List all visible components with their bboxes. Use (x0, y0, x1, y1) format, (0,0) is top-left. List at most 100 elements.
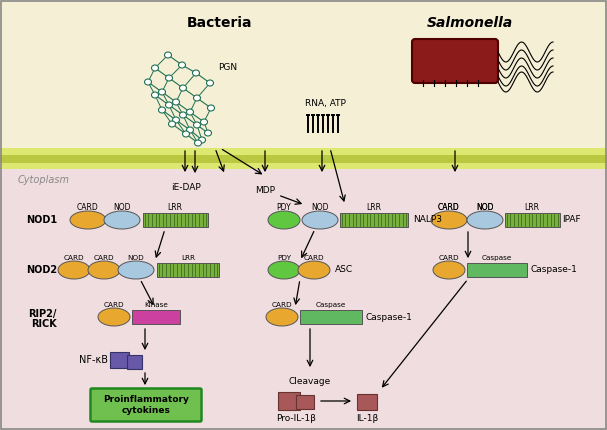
Bar (467, 263, 527, 277)
Bar (300, 310, 362, 324)
Text: CARD: CARD (438, 203, 460, 212)
Ellipse shape (166, 102, 172, 108)
Ellipse shape (104, 211, 140, 229)
Ellipse shape (200, 119, 208, 125)
Ellipse shape (186, 127, 194, 133)
Ellipse shape (180, 85, 186, 91)
Bar (505, 213, 560, 227)
Text: iE-DAP: iE-DAP (171, 183, 201, 192)
Text: LRR: LRR (168, 203, 183, 212)
Ellipse shape (180, 112, 186, 118)
Text: NOD2: NOD2 (26, 265, 57, 275)
Bar (340, 213, 408, 227)
Text: MDP: MDP (255, 186, 275, 195)
Ellipse shape (298, 261, 330, 279)
Ellipse shape (88, 261, 120, 279)
Bar (278, 392, 300, 410)
Text: IPAF: IPAF (562, 215, 581, 224)
Ellipse shape (268, 261, 300, 279)
Text: Kinase: Kinase (144, 302, 168, 308)
Text: LRR: LRR (367, 203, 382, 212)
Text: RIP2/: RIP2/ (29, 309, 57, 319)
FancyBboxPatch shape (90, 388, 202, 421)
Ellipse shape (166, 75, 172, 81)
Ellipse shape (172, 117, 180, 123)
Ellipse shape (98, 308, 130, 326)
Text: NOD: NOD (476, 203, 493, 212)
Text: Salmonella: Salmonella (427, 16, 513, 30)
Bar (157, 263, 219, 277)
Text: NF-κB: NF-κB (79, 355, 108, 365)
Ellipse shape (208, 105, 214, 111)
Text: Proinflammatory
cytokines: Proinflammatory cytokines (103, 395, 189, 415)
Text: NOD: NOD (311, 203, 329, 212)
Text: LRR: LRR (524, 203, 540, 212)
Text: CARD: CARD (438, 203, 460, 212)
Ellipse shape (198, 137, 206, 143)
Text: RICK: RICK (31, 319, 57, 329)
Ellipse shape (158, 107, 166, 113)
Ellipse shape (192, 70, 200, 76)
Text: CARD: CARD (439, 255, 459, 261)
Text: LRR: LRR (181, 255, 195, 261)
Text: CARD: CARD (93, 255, 114, 261)
Ellipse shape (302, 211, 338, 229)
Text: NALP3: NALP3 (413, 215, 442, 224)
Bar (110, 352, 129, 368)
Ellipse shape (118, 261, 154, 279)
Text: Caspase-1: Caspase-1 (366, 313, 413, 322)
Ellipse shape (164, 52, 172, 58)
Ellipse shape (186, 109, 194, 115)
Ellipse shape (172, 99, 180, 105)
Bar (127, 355, 142, 369)
Text: Cleavage: Cleavage (289, 377, 331, 386)
Bar (143, 213, 208, 227)
Ellipse shape (266, 308, 298, 326)
Text: Caspase: Caspase (316, 302, 346, 308)
Ellipse shape (70, 211, 106, 229)
Bar (0, 0, 607, 148)
Ellipse shape (194, 122, 200, 128)
Text: CARD: CARD (272, 302, 293, 308)
Text: NOD: NOD (114, 203, 131, 212)
Bar (0, 155, 607, 163)
Text: CARD: CARD (104, 302, 124, 308)
Text: CARD: CARD (304, 255, 324, 261)
Bar (0, 163, 607, 169)
Ellipse shape (152, 92, 158, 98)
Text: Caspase-1: Caspase-1 (531, 265, 578, 274)
Text: Cytoplasm: Cytoplasm (18, 175, 70, 185)
Text: CARD: CARD (64, 255, 84, 261)
Text: Bacteria: Bacteria (187, 16, 253, 30)
Text: PDY: PDY (277, 203, 291, 212)
Bar (0, 169, 607, 430)
Text: CARD: CARD (77, 203, 99, 212)
Ellipse shape (58, 261, 90, 279)
Text: RNA, ATP: RNA, ATP (305, 99, 345, 108)
Ellipse shape (268, 211, 300, 229)
Ellipse shape (206, 80, 214, 86)
Text: PGN: PGN (218, 64, 237, 73)
Text: IL-1β: IL-1β (356, 414, 378, 423)
Ellipse shape (158, 89, 166, 95)
Ellipse shape (152, 65, 158, 71)
Ellipse shape (433, 261, 465, 279)
Ellipse shape (169, 121, 175, 127)
Ellipse shape (194, 95, 200, 101)
Bar (132, 310, 180, 324)
Text: ASC: ASC (335, 265, 353, 274)
FancyBboxPatch shape (412, 39, 498, 83)
Text: NOD: NOD (127, 255, 144, 261)
Bar (357, 394, 377, 410)
Text: NOD1: NOD1 (26, 215, 57, 225)
Ellipse shape (431, 211, 467, 229)
Text: PDY: PDY (277, 255, 291, 261)
Ellipse shape (194, 140, 202, 146)
Ellipse shape (205, 130, 211, 136)
Text: Caspase: Caspase (482, 255, 512, 261)
Bar (0, 148, 607, 155)
Bar (296, 395, 314, 409)
Ellipse shape (178, 62, 186, 68)
Ellipse shape (467, 211, 503, 229)
Text: NOD: NOD (476, 203, 493, 212)
